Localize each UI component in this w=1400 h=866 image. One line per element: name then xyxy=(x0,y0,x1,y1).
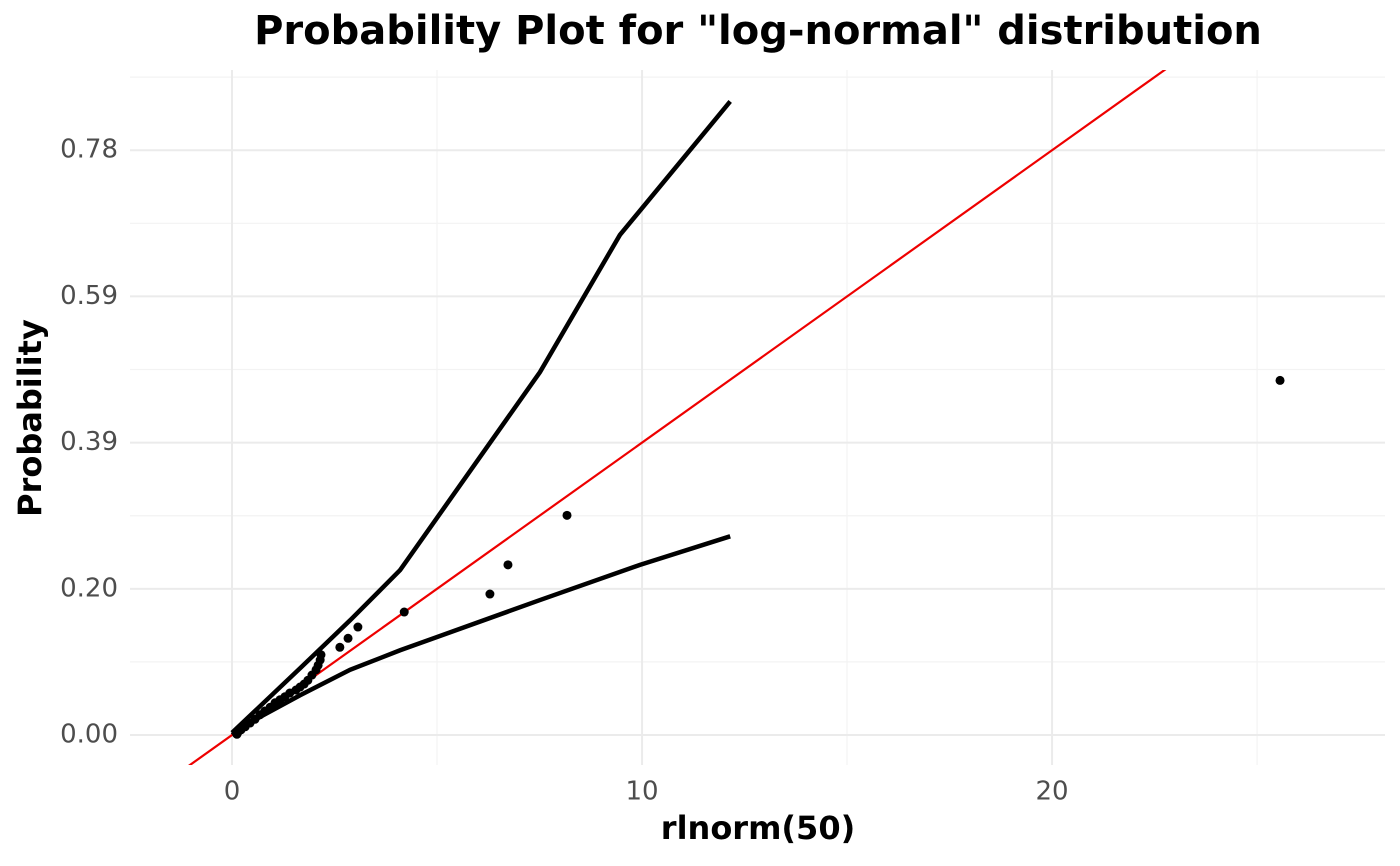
data-point xyxy=(316,650,326,660)
confidence-band xyxy=(230,100,732,735)
y-tick-label: 0.59 xyxy=(60,281,118,311)
data-point xyxy=(1275,375,1285,385)
y-tick-label: 0.39 xyxy=(60,427,118,457)
reference-line xyxy=(188,70,1167,765)
y-tick-label: 0.00 xyxy=(60,720,118,750)
chart-title: Probability Plot for "log-normal" distri… xyxy=(254,8,1262,54)
y-tick-label: 0.20 xyxy=(60,573,118,603)
data-point xyxy=(343,633,353,643)
y-tick-label: 0.78 xyxy=(60,135,118,165)
data-point xyxy=(562,510,572,520)
x-axis-title: rlnorm(50) xyxy=(661,809,855,847)
x-tick-label: 20 xyxy=(1036,777,1069,807)
data-point xyxy=(485,589,495,599)
data-point xyxy=(353,622,363,632)
grid xyxy=(130,70,1385,765)
data-point xyxy=(503,560,513,570)
marks xyxy=(188,70,1285,765)
data-point xyxy=(335,642,345,652)
plot-area xyxy=(188,70,1285,765)
data-point xyxy=(399,607,409,617)
confidence-band xyxy=(230,534,731,737)
y-axis-title: Probability xyxy=(11,319,49,517)
x-tick-label: 0 xyxy=(224,777,241,807)
x-tick-label: 10 xyxy=(625,777,658,807)
